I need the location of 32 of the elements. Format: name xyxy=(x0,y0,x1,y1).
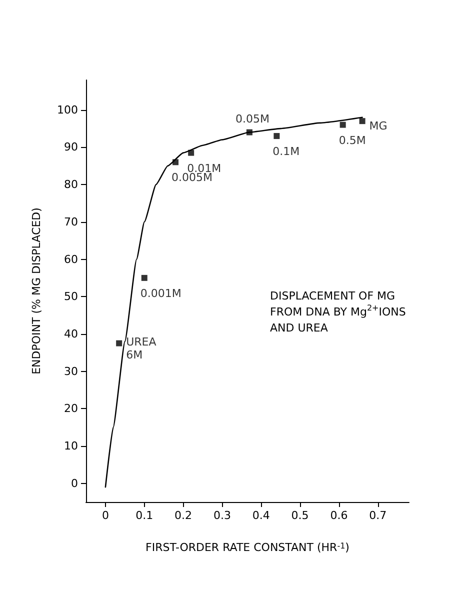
y-tick-label: 20 xyxy=(64,402,78,416)
point xyxy=(359,118,366,124)
x-tick-label: 0.4 xyxy=(252,509,270,522)
point xyxy=(340,122,346,128)
y-tick-label: 90 xyxy=(64,140,78,154)
y-tick-label: 50 xyxy=(64,290,78,304)
annotation: 0.1M xyxy=(272,145,300,158)
y-axis-title: ENDPOINT (% MG DISPLACED) xyxy=(30,208,43,374)
y-tick-label: 80 xyxy=(64,178,78,192)
y-tick-label: 70 xyxy=(64,215,78,228)
y-tick-label: 0 xyxy=(71,476,78,490)
y-tick-label: 40 xyxy=(64,327,78,340)
x-tick-label: 0.3 xyxy=(213,509,231,522)
y-tick-label: 100 xyxy=(57,103,78,116)
annotation: UREA 6M xyxy=(126,335,157,362)
point xyxy=(274,133,280,140)
x-tick-label: 0.7 xyxy=(369,509,387,522)
point xyxy=(116,340,122,346)
y-tick-label: 60 xyxy=(64,252,78,266)
x-tick-label: 0.5 xyxy=(291,509,309,522)
y-tick-label: 10 xyxy=(64,439,78,452)
point xyxy=(141,274,148,281)
x-tick-label: 0 xyxy=(102,509,109,522)
annotation: 0.001M xyxy=(140,286,182,300)
x-tick-label: 0.2 xyxy=(174,509,192,522)
y-tick-label: 30 xyxy=(64,364,78,378)
annotation: 0.005M xyxy=(172,171,212,184)
annotation: MG xyxy=(369,120,388,133)
annotation: 0.05M xyxy=(235,112,270,126)
x-tick-label: 0.6 xyxy=(330,509,348,522)
annotation: 0.5M xyxy=(338,134,366,147)
x-tick-label: 0.1 xyxy=(136,509,154,522)
